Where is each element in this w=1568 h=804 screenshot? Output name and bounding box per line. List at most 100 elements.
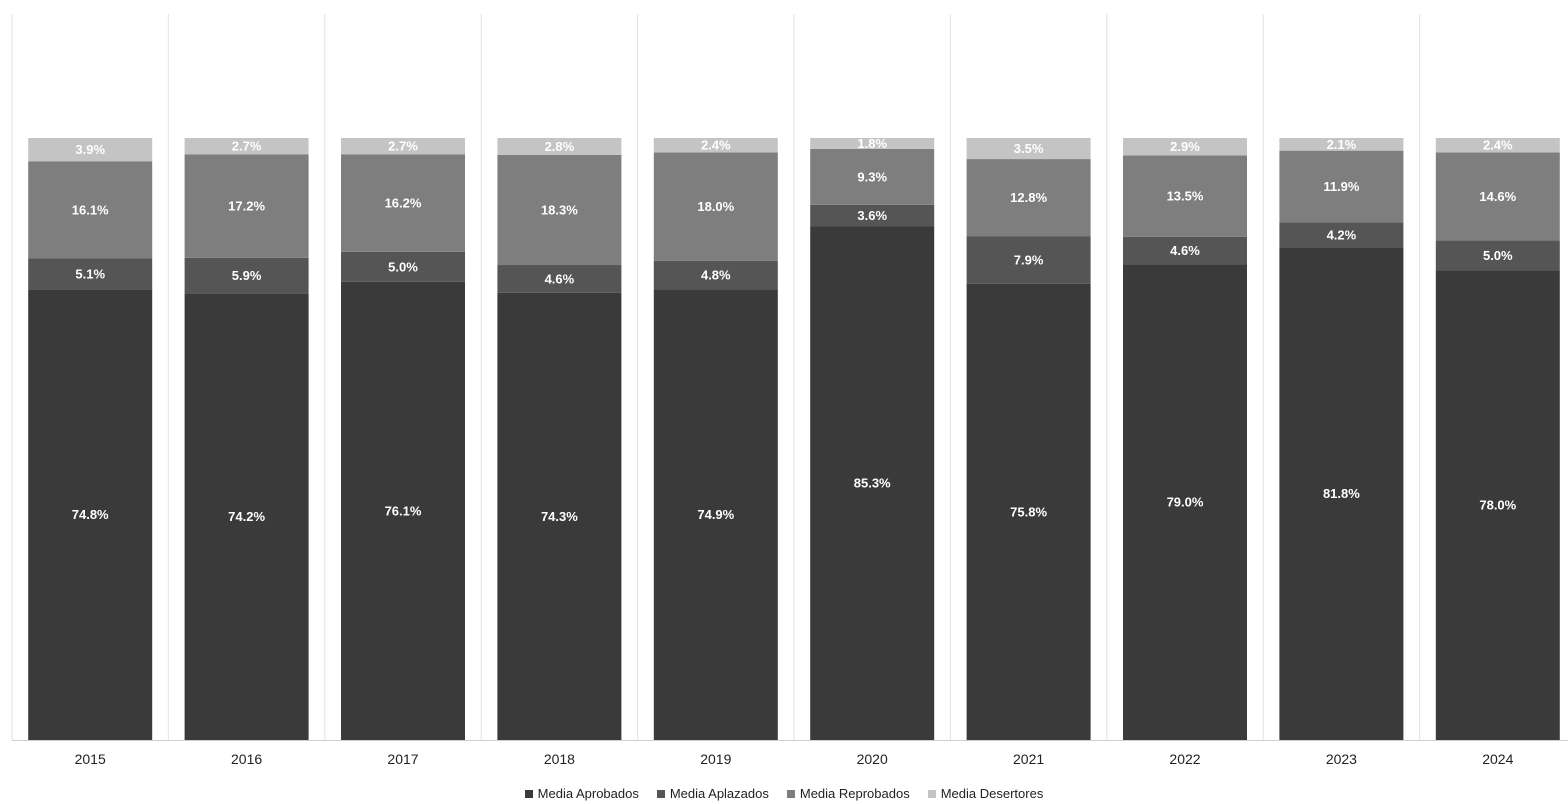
data-label: 2.9% [1170, 139, 1200, 154]
data-label: 11.9% [1323, 179, 1360, 194]
data-label: 75.8% [1010, 504, 1047, 519]
bar-segment [184, 138, 309, 155]
data-label: 2.1% [1327, 137, 1357, 152]
data-label: 74.9% [697, 507, 734, 522]
data-label: 18.0% [697, 199, 734, 214]
data-label: 74.8% [72, 507, 109, 522]
bar-segment [341, 251, 465, 282]
data-label: 12.8% [1010, 190, 1047, 205]
data-label: 5.1% [75, 266, 105, 281]
data-label: 74.3% [541, 509, 578, 524]
data-label: 7.9% [1014, 252, 1044, 267]
bar-segment [1279, 222, 1404, 248]
bar-segment [653, 289, 778, 740]
x-tick-label: 2023 [1326, 751, 1357, 767]
data-label: 17.2% [228, 198, 265, 213]
data-label: 81.8% [1323, 486, 1360, 501]
chart-legend: Media Aprobados Media Aplazados Media Repr… [0, 786, 1568, 801]
bar-segment [28, 289, 153, 740]
legend-label: Media Aplazados [669, 786, 769, 801]
bar-segment [1123, 138, 1247, 156]
bar-segment [810, 226, 935, 740]
data-label: 78.0% [1479, 498, 1516, 513]
bar-segment [1123, 236, 1247, 265]
bar-segment [341, 154, 465, 252]
bar-segment [1279, 150, 1404, 223]
legend-swatch [524, 789, 533, 798]
x-tick-label: 2020 [857, 751, 888, 767]
x-tick-label: 2018 [544, 751, 575, 767]
x-tick-label: 2019 [700, 751, 731, 767]
legend-item: Media Aprobados [524, 786, 639, 801]
data-label: 2.4% [701, 138, 731, 153]
x-tick-label: 2017 [387, 751, 418, 767]
bar-segment [497, 265, 622, 293]
bar-segment [966, 159, 1091, 237]
data-label: 2.7% [388, 139, 418, 154]
bar-segment [1435, 240, 1560, 271]
legend-item: Media Aplazados [656, 786, 769, 801]
bar-segment [966, 283, 1091, 740]
bar-segment [497, 292, 622, 740]
data-label: 4.6% [545, 271, 575, 286]
x-tick-label: 2015 [75, 751, 106, 767]
data-label: 9.3% [857, 169, 887, 184]
bar-segment [184, 154, 309, 258]
legend-item: Media Desertores [927, 786, 1044, 801]
data-label: 5.0% [1483, 248, 1513, 263]
legend-item: Media Reprobados [786, 786, 910, 801]
legend-label: Media Reprobados [799, 786, 910, 801]
bar-segment [341, 138, 465, 155]
data-label: 76.1% [385, 503, 422, 518]
x-tick-label: 2022 [1169, 751, 1200, 767]
bar-segment [653, 138, 778, 153]
legend-label: Media Desertores [940, 786, 1044, 801]
bar-segment [966, 138, 1091, 160]
bar-segment [810, 204, 935, 227]
x-tick-label: 2021 [1013, 751, 1044, 767]
data-label: 79.0% [1167, 495, 1204, 510]
bar-segment [1123, 155, 1247, 237]
bar-segment [341, 281, 465, 740]
x-tick-label: 2016 [231, 751, 262, 767]
bar-segment [184, 257, 309, 294]
data-label: 18.3% [541, 202, 578, 217]
bar-segment [184, 293, 309, 740]
data-label: 13.5% [1167, 189, 1204, 204]
bar-segment [28, 138, 153, 162]
bar-segment [1435, 152, 1560, 241]
bar-segment [1279, 138, 1404, 151]
bar-segment [497, 138, 622, 155]
data-label: 16.2% [385, 195, 422, 210]
legend-swatch [786, 789, 795, 798]
data-label: 5.0% [388, 259, 418, 274]
legend-swatch [927, 789, 936, 798]
legend-label: Media Aprobados [537, 786, 639, 801]
data-label: 1.8% [857, 136, 887, 151]
bar-segment [653, 260, 778, 290]
data-label: 2.8% [545, 139, 575, 154]
data-label: 2.7% [232, 139, 262, 154]
data-label: 16.1% [72, 202, 109, 217]
bar-segment [28, 258, 153, 290]
bar-segment [28, 161, 153, 259]
data-label: 85.3% [854, 476, 891, 491]
x-tick-label: 2024 [1482, 751, 1513, 767]
data-label: 14.6% [1479, 189, 1516, 204]
data-label: 3.5% [1014, 141, 1044, 156]
data-label: 74.2% [228, 509, 265, 524]
data-label: 3.9% [75, 142, 105, 157]
bar-segment [1435, 270, 1560, 740]
data-label: 3.6% [857, 208, 887, 223]
bar-segment [810, 148, 935, 205]
data-label: 4.2% [1327, 227, 1357, 242]
bar-segment [1123, 264, 1247, 740]
data-label: 5.9% [232, 268, 262, 283]
bar-segment [966, 236, 1091, 284]
data-label: 4.8% [701, 268, 731, 283]
data-label: 2.4% [1483, 138, 1513, 153]
legend-swatch [656, 789, 665, 798]
data-label: 4.6% [1170, 243, 1200, 258]
bar-segment [1435, 138, 1560, 153]
